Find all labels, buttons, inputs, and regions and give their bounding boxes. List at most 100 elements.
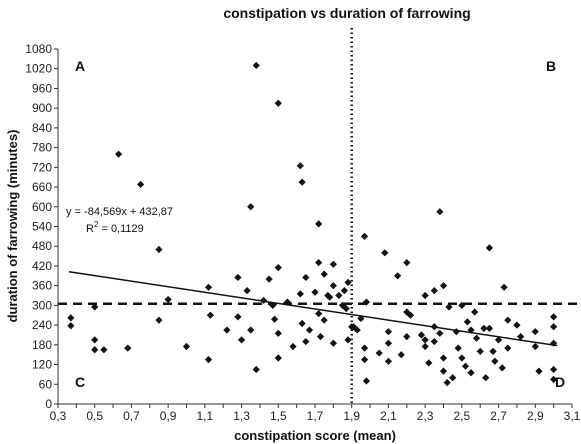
x-tick-label: 2,5 [454,409,471,423]
data-point [234,273,242,282]
data-point [394,272,402,280]
data-point [504,344,512,352]
y-axis-ticks: 0 60 120 180 240 300 360 420 480 540 600 660 720 780 8… [25,42,58,411]
data-point [302,337,310,346]
y-axis-label: duration of farrowing (minutes) [5,130,20,323]
data-point [223,326,231,334]
data-point [67,322,75,330]
r-squared-exponent: 2 [94,220,99,229]
data-point [124,344,132,352]
data-point [326,293,334,301]
data-point [283,298,292,306]
data-point [320,316,328,324]
data-point [329,282,337,290]
data-point [494,336,503,344]
y-tick-label: 60 [39,377,53,391]
y-tick-label: 0 [45,397,52,411]
data-point [298,178,306,186]
data-point [449,374,457,382]
data-point [375,349,383,357]
data-point [182,342,191,351]
x-tick-label: 0,7 [123,409,140,423]
data-point [315,259,323,267]
x-axis-label: constipation score (mean) [234,428,396,443]
data-point [342,305,350,313]
data-point [252,365,260,374]
data-point [91,303,99,311]
data-point [164,295,172,304]
y-tick-label: 780 [32,141,52,155]
data-point [406,311,415,319]
data-point [491,357,499,365]
data-points [67,61,558,387]
data-point [550,375,558,383]
data-point [234,313,242,321]
data-point [252,61,260,70]
data-point [458,354,466,362]
quadrant-label-b: B [546,58,556,74]
x-tick-label: 1,5 [270,409,287,423]
data-point [91,346,99,354]
data-point [425,359,433,367]
data-point [357,314,365,323]
x-tick-label: 2,7 [490,409,507,423]
data-point [353,326,361,334]
y-tick-label: 120 [32,358,52,372]
data-point [550,365,558,374]
x-tick-label: 1,3 [233,409,250,423]
data-point [421,336,429,344]
x-tick-label: 3,1 [564,409,581,423]
data-point [454,344,462,352]
quadrant-label-d: D [555,374,565,390]
data-point [91,336,99,344]
r-squared-value: = 0,1129 [98,223,143,235]
data-point [247,203,255,211]
data-point [340,286,348,295]
data-point [517,333,525,341]
y-tick-label: 600 [32,200,52,214]
data-point [381,249,389,257]
r-squared-label: R2 = 0,1129 [86,220,144,235]
x-tick-label: 2,9 [527,409,544,423]
r-squared-prefix: R [86,223,94,235]
data-point [271,315,279,323]
data-point [430,337,438,346]
data-point [204,283,213,291]
y-tick-label: 480 [32,239,52,253]
y-tick-label: 960 [32,81,52,95]
x-tick-label: 1,1 [197,409,214,423]
data-point [500,283,508,291]
y-tick-label: 840 [32,121,52,135]
data-point [384,328,393,336]
data-point [550,313,558,321]
data-point [485,244,493,252]
y-tick-label: 1020 [25,62,52,76]
data-point [471,308,479,316]
data-point [315,220,323,228]
chart-title: constipation vs duration of farrowing [223,5,470,21]
data-point [436,329,444,337]
data-point [155,245,163,254]
data-point [480,324,488,332]
data-point [206,311,214,319]
data-point [155,316,163,324]
x-axis-ticks: 0,3 0,5 0,7 0,9 1,1 1,3 1,5 1,7 1,9 2,1 2,3 2,5 2,7 2… [50,404,581,423]
data-point [360,356,369,364]
data-point [452,328,460,336]
data-point [329,260,337,268]
data-point [504,316,512,324]
data-point [296,290,304,298]
data-point [445,303,453,311]
data-point [430,286,438,295]
data-point [274,354,282,362]
data-point [274,99,282,107]
data-point [243,286,251,295]
y-tick-label: 1080 [25,42,52,56]
data-point [296,162,304,170]
y-tick-label: 720 [32,160,52,174]
data-point [269,301,277,309]
y-tick-label: 660 [32,180,52,194]
data-point [360,344,369,352]
data-point [302,273,310,282]
